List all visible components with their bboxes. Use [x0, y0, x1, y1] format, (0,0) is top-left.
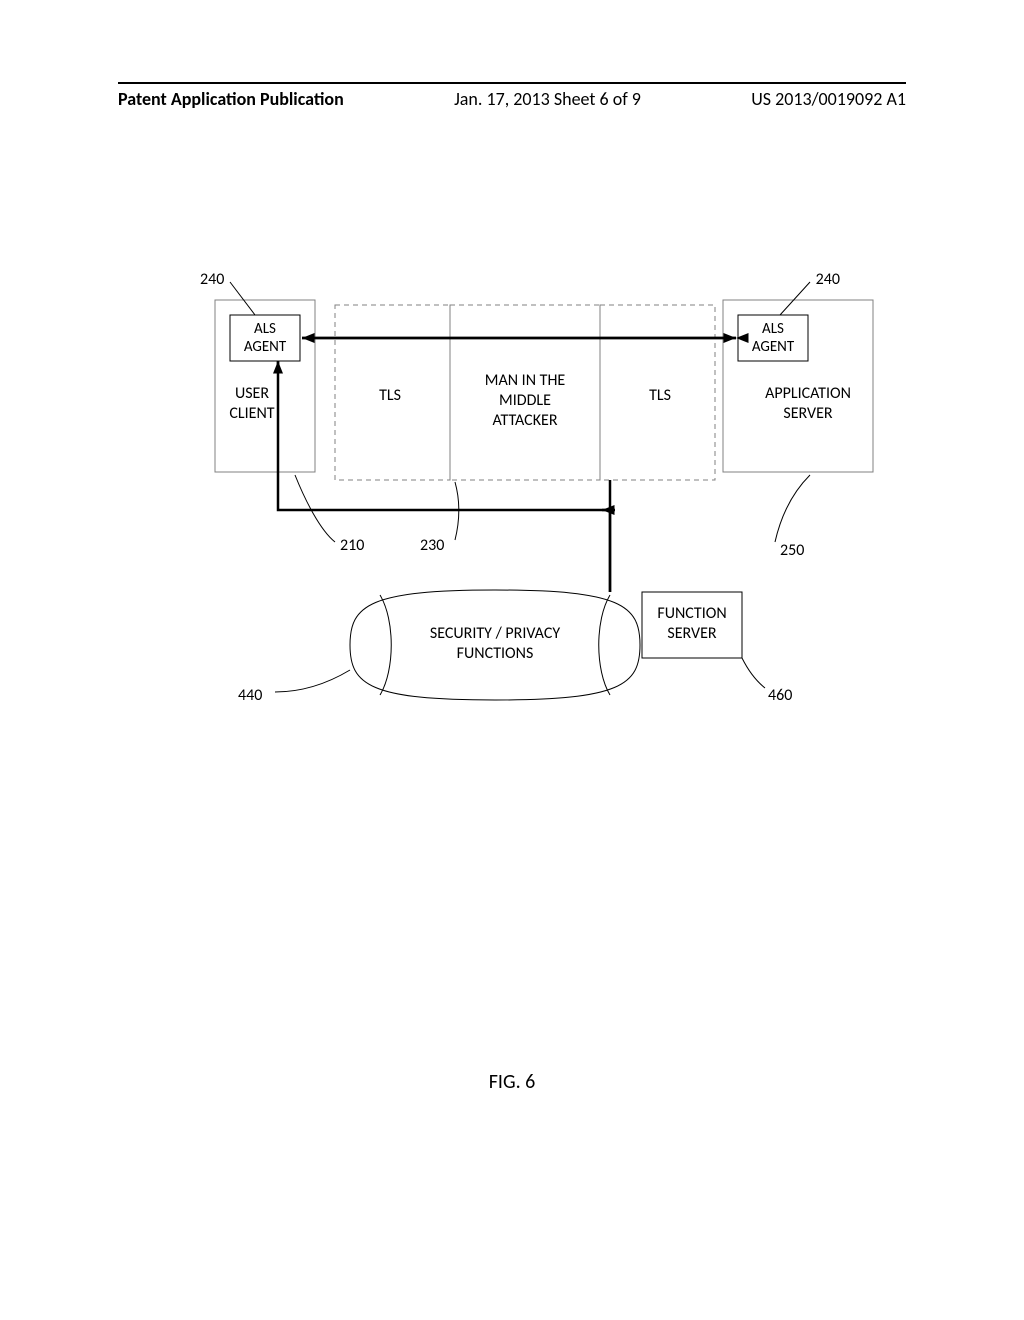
- ref-460: 460: [768, 686, 792, 705]
- function-server-line1: FUNCTION: [657, 604, 726, 623]
- leader-250: [775, 475, 810, 542]
- ref-250: 250: [780, 541, 804, 560]
- ref-440: 440: [238, 686, 262, 705]
- leader-240-left: [230, 282, 255, 315]
- secpriv-line1: SECURITY / PRIVACY: [430, 624, 560, 643]
- ref-230: 230: [420, 536, 444, 555]
- mitm-line2: MIDDLE: [499, 391, 551, 410]
- leader-440: [275, 670, 350, 692]
- patent-header: Patent Application Publication Jan. 17, …: [118, 82, 906, 110]
- leader-210: [295, 475, 335, 542]
- tls-label-left: TLS: [379, 386, 401, 405]
- app-server-line2: SERVER: [783, 404, 833, 423]
- mitm-line3: ATTACKER: [492, 411, 557, 430]
- user-client-line2: CLIENT: [229, 404, 274, 423]
- patent-number-label: US 2013/0019092 A1: [751, 88, 906, 110]
- als-agent-left-line2: AGENT: [244, 338, 287, 356]
- als-agent-right-line2: AGENT: [752, 338, 795, 356]
- figure-number: FIG. 6: [0, 1070, 1024, 1094]
- ref-240-right: 240: [816, 270, 840, 289]
- ref-240-left: 240: [200, 270, 224, 289]
- als-agent-left-line1: ALS: [254, 320, 276, 338]
- secpriv-line2: FUNCTIONS: [457, 644, 534, 663]
- function-server-line2: SERVER: [667, 624, 717, 643]
- mitm-line1: MAN IN THE: [485, 371, 566, 390]
- user-client-line1: USER: [235, 384, 269, 403]
- publication-label: Patent Application Publication: [118, 88, 344, 110]
- ref-210: 210: [340, 536, 364, 555]
- als-agent-right-line1: ALS: [762, 320, 784, 338]
- leader-460: [742, 658, 765, 688]
- app-server-line1: APPLICATION: [765, 384, 851, 403]
- figure-diagram: ALS AGENT ALS AGENT USER CLIENT APPLICAT…: [120, 260, 900, 800]
- date-sheet-label: Jan. 17, 2013 Sheet 6 of 9: [454, 88, 641, 110]
- leader-240-right: [780, 282, 810, 315]
- tls-label-right: TLS: [649, 386, 671, 405]
